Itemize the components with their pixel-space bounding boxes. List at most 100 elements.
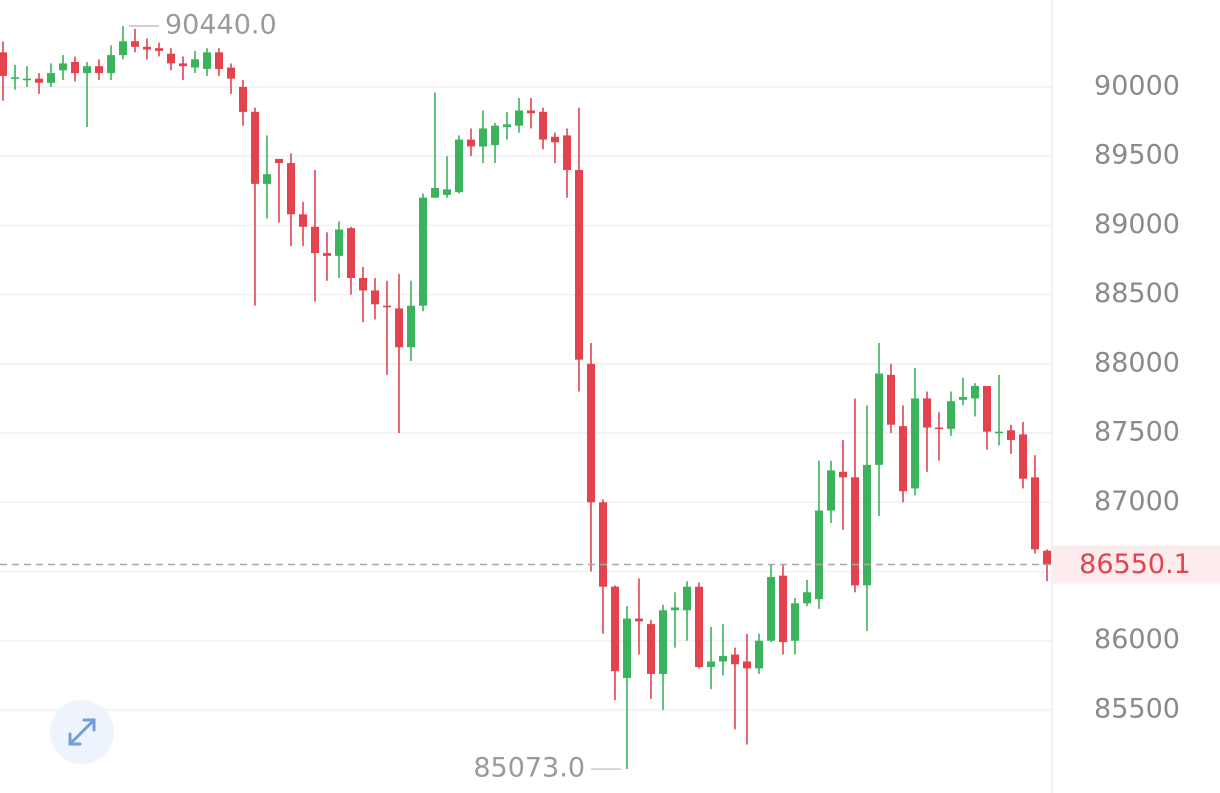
last-price-label: 86550.1: [1079, 549, 1191, 580]
candle-body: [875, 373, 883, 465]
candle-body: [551, 136, 559, 143]
candle-body: [671, 607, 679, 611]
candle-body: [371, 290, 379, 305]
candle-body: [107, 55, 115, 74]
candle-body: [143, 46, 151, 50]
candle-body: [683, 586, 691, 611]
candle-body: [983, 385, 991, 432]
candle-body: [167, 53, 175, 64]
candle-body: [491, 125, 499, 146]
candle-body: [299, 214, 307, 227]
candle-body: [863, 464, 871, 586]
candle-body: [59, 63, 67, 71]
candle-body: [1019, 434, 1027, 479]
candle-body: [587, 363, 595, 503]
candle-body: [707, 661, 715, 668]
y-tick-label: 89000: [1094, 209, 1180, 240]
candle-body: [947, 401, 955, 429]
candle-body: [215, 52, 223, 69]
candle-body: [899, 426, 907, 492]
candle-body: [275, 158, 283, 164]
candle-body: [599, 502, 607, 587]
candle-body: [35, 78, 43, 83]
candle-body: [287, 163, 295, 215]
candle-body: [515, 110, 523, 126]
candle-body: [95, 66, 103, 74]
candle-body: [791, 603, 799, 641]
candle-body: [719, 655, 727, 662]
candle-body: [419, 197, 427, 306]
candle-body: [431, 188, 439, 198]
candle-body: [335, 229, 343, 256]
candle-body: [1043, 550, 1051, 565]
y-tick-label: 88500: [1094, 278, 1180, 309]
y-tick-label: 90000: [1094, 70, 1180, 101]
candle-body: [575, 170, 583, 360]
candle-body: [119, 41, 127, 56]
candle-body: [131, 41, 139, 47]
candle-body: [911, 398, 919, 489]
candle-body: [743, 661, 751, 669]
y-tick-label: 86000: [1094, 624, 1180, 655]
candle-body: [479, 128, 487, 147]
candle-body: [611, 586, 619, 672]
candle-body: [803, 592, 811, 604]
candle-body: [755, 640, 763, 669]
candle-body: [239, 86, 247, 112]
candle-body: [323, 253, 331, 256]
candle-body: [155, 48, 163, 51]
candle-body: [623, 618, 631, 679]
candle-body: [443, 189, 451, 195]
y-tick-label: 89500: [1094, 140, 1180, 171]
y-tick-label: 87500: [1094, 417, 1180, 448]
candle-body: [467, 139, 475, 147]
high-marker-label: 90440.0: [165, 10, 277, 41]
candle-body: [227, 67, 235, 79]
candle-body: [647, 624, 655, 674]
y-tick-label: 87000: [1094, 486, 1180, 517]
candle-body: [359, 277, 367, 291]
candle-body: [887, 374, 895, 425]
candle-body: [695, 586, 703, 668]
candle-body: [923, 398, 931, 428]
candle-body: [971, 385, 979, 399]
candle-body: [23, 78, 31, 81]
candle-body: [851, 477, 859, 586]
candle-body: [767, 577, 775, 641]
candle-body: [1031, 477, 1039, 550]
candle-body: [779, 575, 787, 643]
y-tick-label: 88000: [1094, 347, 1180, 378]
y-tick-label: 85500: [1094, 693, 1180, 724]
candle-body: [83, 66, 91, 74]
candle-body: [635, 618, 643, 622]
candle-body: [383, 305, 391, 308]
candle-body: [347, 228, 355, 278]
last-price-box: [1053, 545, 1220, 584]
low-marker-label: 85073.0: [473, 753, 585, 784]
candle-body: [11, 77, 19, 79]
candle-body: [251, 111, 259, 184]
candle-body: [203, 52, 211, 69]
candle-body: [563, 135, 571, 171]
candle-body: [995, 431, 1003, 434]
candle-body: [959, 397, 967, 400]
candle-body: [179, 63, 187, 67]
candle-body: [1007, 430, 1015, 440]
candle-body: [839, 471, 847, 478]
expand-button[interactable]: [50, 700, 114, 764]
candle-body: [0, 52, 7, 76]
candle-body: [527, 110, 535, 114]
candle-body: [455, 139, 463, 193]
candle-body: [827, 470, 835, 511]
candle-body: [191, 59, 199, 68]
candle-body: [815, 510, 823, 600]
candle-body: [71, 62, 79, 74]
candle-body: [731, 654, 739, 665]
candle-body: [407, 305, 415, 348]
candle-body: [935, 427, 943, 430]
candle-body: [47, 73, 55, 83]
candle-body: [539, 111, 547, 140]
candle-body: [311, 226, 319, 254]
